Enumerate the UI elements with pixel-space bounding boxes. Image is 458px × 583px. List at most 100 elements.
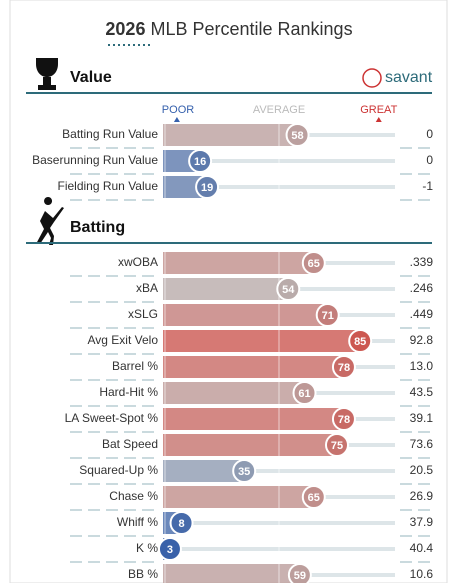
- row-label: Chase %: [109, 489, 158, 503]
- percentile-circle: [331, 355, 356, 379]
- percentile-circle: [301, 251, 326, 275]
- percentile-circle: [276, 277, 301, 301]
- stat-value: -1: [422, 179, 433, 193]
- track: [360, 339, 395, 343]
- percentile-value: 65: [308, 258, 320, 270]
- percentile-value: 58: [291, 130, 303, 142]
- track: [299, 573, 395, 577]
- row-label: xSLG: [128, 307, 158, 321]
- row-label: BB %: [128, 567, 158, 581]
- percentile-circle: [331, 407, 356, 431]
- percentile-circle: [285, 123, 310, 147]
- percentile-circle: [325, 433, 349, 457]
- percentile-value: 75: [331, 440, 343, 452]
- percentile-bar: [163, 434, 337, 456]
- stat-value: 92.8: [410, 333, 434, 347]
- stat-value: 0: [426, 127, 433, 141]
- batter-icon: [36, 197, 64, 245]
- percentile-value: 19: [201, 182, 213, 194]
- scale-arrow: [173, 117, 180, 122]
- percentile-bar: [163, 382, 305, 404]
- row-label: LA Sweet-Spot %: [65, 411, 159, 425]
- track: [181, 521, 395, 525]
- row-label: Bat Speed: [102, 437, 158, 451]
- stat-value: 26.9: [410, 489, 434, 503]
- scale-average: AVERAGE: [253, 104, 305, 116]
- percentile-bar: [163, 304, 328, 326]
- row-label: Baserunning Run Value: [32, 153, 158, 167]
- row-label: Squared-Up %: [79, 463, 158, 477]
- percentile-bar: [163, 408, 344, 430]
- percentile-bar: [163, 176, 208, 198]
- track: [343, 365, 395, 369]
- stat-value: 13.0: [410, 359, 434, 373]
- track: [169, 547, 395, 551]
- percentile-circle: [195, 175, 220, 199]
- logo-ball: [362, 68, 382, 88]
- track: [288, 287, 395, 291]
- stat-value: 37.9: [410, 515, 434, 529]
- percentile-circle: [292, 381, 317, 405]
- row-label: Batting Run Value: [62, 127, 158, 141]
- logo: savant: [385, 69, 433, 86]
- percentile-circle: [157, 537, 182, 561]
- title-year: 2026: [105, 19, 145, 39]
- title: 2026 MLB Percentile Rankings: [105, 19, 352, 39]
- track: [313, 261, 395, 265]
- percentile-value: 3: [167, 544, 173, 556]
- percentile-circle: [315, 303, 340, 327]
- card-border: [9, 0, 448, 583]
- track: [200, 159, 395, 163]
- stat-value: .339: [410, 255, 434, 269]
- track: [313, 495, 395, 499]
- icons: [36, 58, 64, 245]
- row-label: Avg Exit Velo: [88, 333, 159, 347]
- percentile-value: 61: [298, 388, 310, 400]
- percentile-bar: [163, 460, 245, 482]
- percentile-circle: [169, 511, 194, 535]
- percentile-value: 59: [294, 570, 306, 582]
- scale-poor: POOR: [162, 104, 194, 116]
- section-title: Value: [70, 69, 112, 86]
- percentile-value: 16: [194, 156, 206, 168]
- percentile-circle: [287, 563, 312, 583]
- percentile-bar: [163, 252, 314, 274]
- row-label: Whiff %: [117, 515, 158, 529]
- percentile-value: 78: [338, 362, 350, 374]
- stat-value: 10.6: [410, 567, 434, 581]
- stat-value: 0: [426, 153, 433, 167]
- percentile-value: 65: [308, 492, 320, 504]
- percentile-bar: [163, 278, 289, 300]
- percentile-bar: [163, 486, 314, 508]
- percentile-value: 8: [178, 518, 184, 530]
- row-label: xwOBA: [118, 255, 158, 269]
- percentile-value: 85: [354, 336, 366, 348]
- row-label: K %: [136, 541, 158, 555]
- percentile-bar: [163, 330, 361, 352]
- track: [297, 133, 395, 137]
- row-label: xBA: [136, 281, 158, 295]
- track: [207, 185, 395, 189]
- scale-arrow: [375, 117, 382, 122]
- title-rest: MLB Percentile Rankings: [150, 19, 352, 39]
- track: [304, 391, 395, 395]
- track: [337, 443, 395, 447]
- section-title: Batting: [70, 219, 125, 236]
- stat-value: 20.5: [410, 463, 434, 477]
- percentile-circle: [232, 459, 257, 483]
- percentile-bar: [163, 564, 300, 583]
- stat-value: 43.5: [410, 385, 434, 399]
- percentile-circle: [348, 329, 373, 353]
- stat-value: 40.4: [410, 541, 434, 555]
- stat-value: 73.6: [410, 437, 434, 451]
- percentile-circle: [301, 485, 326, 509]
- percentile-value: 35: [238, 466, 250, 478]
- row-label: Fielding Run Value: [57, 179, 158, 193]
- track: [343, 417, 395, 421]
- percentile-value: 54: [282, 284, 295, 296]
- trophy-icon: [36, 58, 58, 90]
- row-label: Hard-Hit %: [99, 385, 158, 399]
- stat-value: .449: [410, 307, 434, 321]
- row-label: Barrel %: [112, 359, 158, 373]
